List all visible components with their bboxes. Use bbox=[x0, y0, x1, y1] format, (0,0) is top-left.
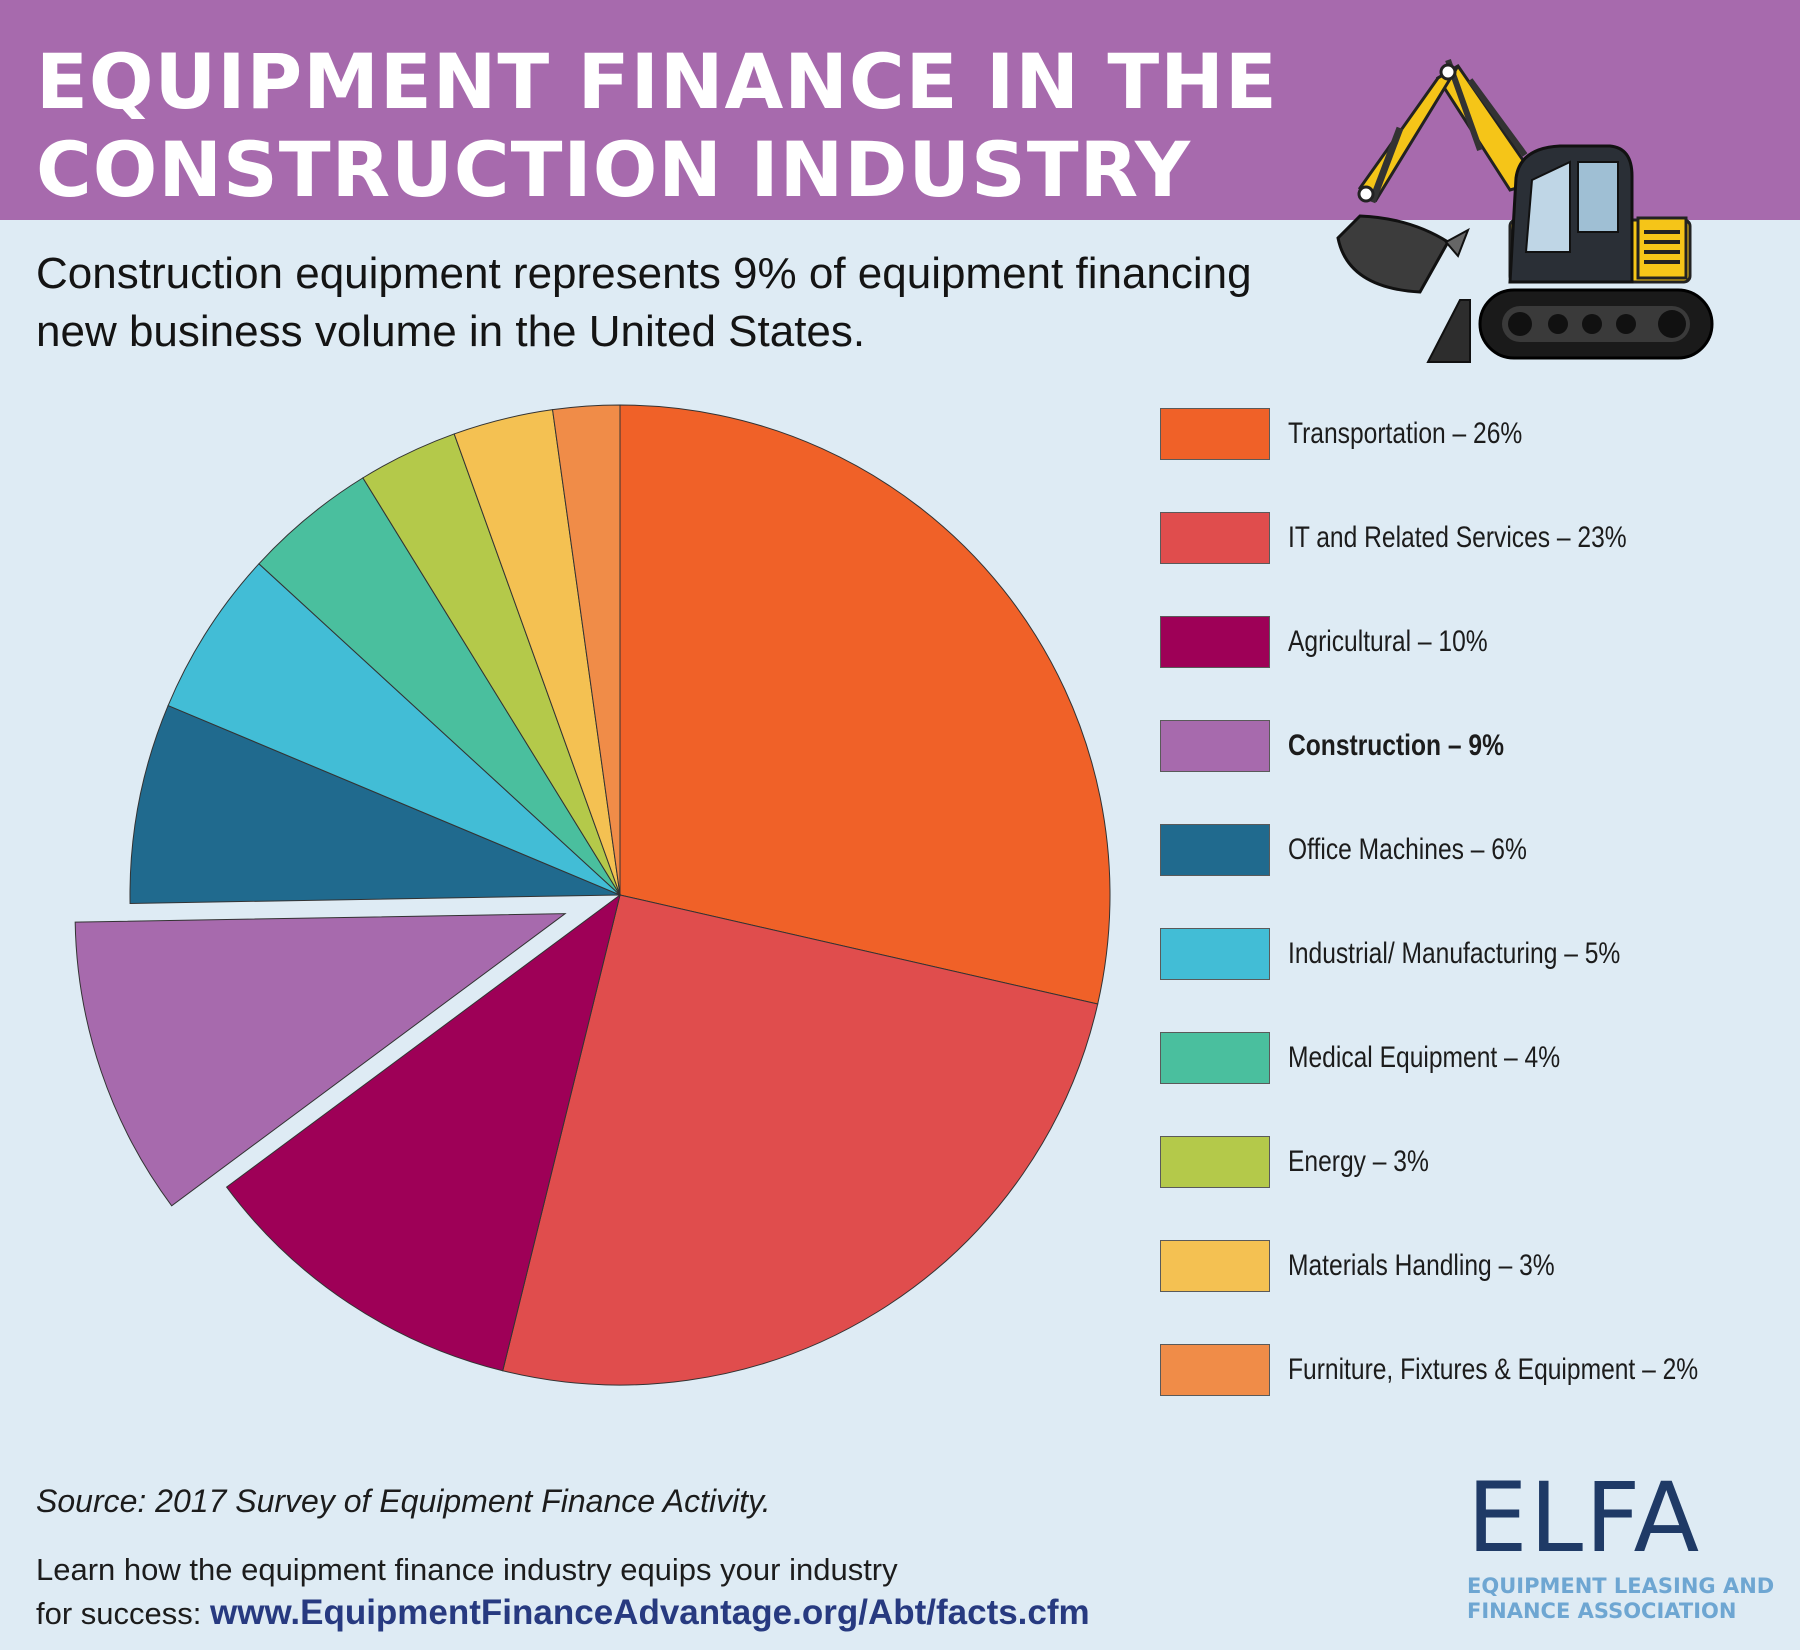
pie-slice-construction bbox=[74, 913, 567, 1207]
legend-swatch bbox=[1160, 1344, 1270, 1396]
legend-label: Office Machines – 6% bbox=[1288, 833, 1527, 866]
elfa-logo-name-line2: FINANCE ASSOCIATION bbox=[1467, 1599, 1737, 1623]
elfa-logo-mark: ELFA bbox=[1467, 1470, 1701, 1566]
legend-item: Agricultural – 10% bbox=[1160, 616, 1780, 670]
header-banner: Equipment Finance in the Construction In… bbox=[0, 0, 1800, 220]
legend-swatch bbox=[1160, 720, 1270, 772]
legend-label: Industrial/ Manufacturing – 5% bbox=[1288, 937, 1621, 970]
legend-swatch bbox=[1160, 408, 1270, 460]
learn-more-prefix: for success: bbox=[36, 1596, 210, 1631]
legend-label: Medical Equipment – 4% bbox=[1288, 1041, 1561, 1074]
legend-item: Office Machines – 6% bbox=[1160, 824, 1780, 878]
legend-swatch bbox=[1160, 1032, 1270, 1084]
legend-label: Materials Handling – 3% bbox=[1288, 1249, 1555, 1282]
pie-chart bbox=[74, 404, 1111, 1386]
pie-slice-agricultural bbox=[225, 893, 621, 1372]
learn-more-line1: Learn how the equipment finance industry… bbox=[36, 1552, 898, 1587]
chart-legend: Transportation – 26% IT and Related Servi… bbox=[1160, 408, 1780, 1448]
learn-more-text: Learn how the equipment finance industry… bbox=[36, 1548, 1236, 1635]
legend-swatch bbox=[1160, 616, 1270, 668]
legend-label: IT and Related Services – 23% bbox=[1288, 521, 1627, 554]
legend-label: Construction – 9% bbox=[1288, 729, 1504, 762]
legend-item: Industrial/ Manufacturing – 5% bbox=[1160, 928, 1780, 982]
legend-label: Furniture, Fixtures & Equipment – 2% bbox=[1288, 1353, 1699, 1386]
elfa-logo: ELFA EQUIPMENT LEASING AND FINANCE ASSOC… bbox=[1465, 1470, 1785, 1630]
source-note: Source: 2017 Survey of Equipment Finance… bbox=[36, 1483, 771, 1519]
elfa-logo-name: EQUIPMENT LEASING AND FINANCE ASSOCIATIO… bbox=[1467, 1574, 1787, 1624]
legend-item: Furniture, Fixtures & Equipment – 2% bbox=[1160, 1344, 1780, 1398]
legend-swatch bbox=[1160, 824, 1270, 876]
legend-item: Transportation – 26% bbox=[1160, 408, 1780, 462]
legend-swatch bbox=[1160, 512, 1270, 564]
legend-item: Energy – 3% bbox=[1160, 1136, 1780, 1190]
legend-item: IT and Related Services – 23% bbox=[1160, 512, 1780, 566]
legend-swatch bbox=[1160, 1240, 1270, 1292]
excavator-icon bbox=[1336, 58, 1714, 363]
legend-label: Agricultural – 10% bbox=[1288, 625, 1488, 658]
pie-slice-it-and-related-services bbox=[502, 894, 1099, 1386]
elfa-logo-name-line1: EQUIPMENT LEASING AND bbox=[1467, 1574, 1775, 1598]
legend-label: Transportation – 26% bbox=[1288, 417, 1523, 450]
legend-swatch bbox=[1160, 1136, 1270, 1188]
pie-slice-office-machines bbox=[129, 704, 621, 904]
page-subtitle: Construction equipment represents 9% of … bbox=[36, 249, 1252, 356]
legend-item: Materials Handling – 3% bbox=[1160, 1240, 1780, 1294]
page-title: Equipment Finance in the Construction In… bbox=[36, 37, 1278, 214]
elfa-logo-text: ELFA bbox=[1467, 1462, 1702, 1574]
legend-swatch bbox=[1160, 928, 1270, 980]
pie-slice-furniture-fixtures-equipment bbox=[551, 404, 621, 896]
legend-item: Medical Equipment – 4% bbox=[1160, 1032, 1780, 1086]
legend-item: Construction – 9% bbox=[1160, 720, 1780, 774]
legend-label: Energy – 3% bbox=[1288, 1145, 1429, 1178]
learn-more-link[interactable]: www.EquipmentFinanceAdvantage.org/Abt/fa… bbox=[210, 1593, 1090, 1632]
pie-slice-industrial-manufacturing bbox=[167, 563, 621, 896]
pie-slice-transportation bbox=[619, 404, 1111, 1005]
